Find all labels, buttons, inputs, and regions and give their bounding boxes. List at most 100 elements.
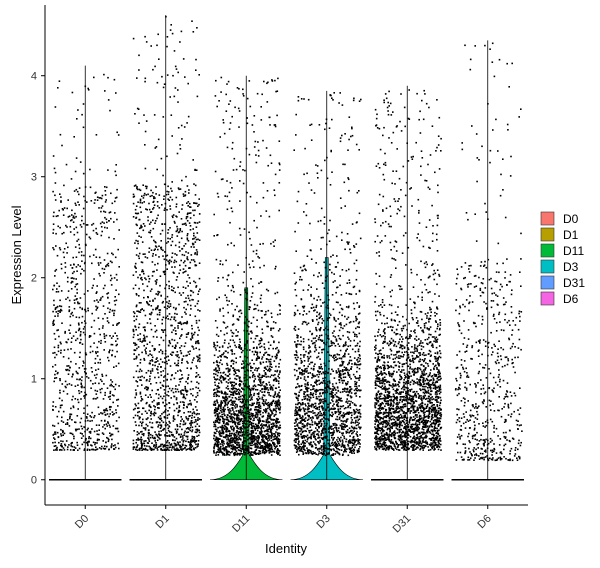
data-point — [230, 425, 232, 428]
data-point — [71, 311, 73, 314]
data-point — [116, 335, 118, 337]
data-point — [160, 248, 163, 251]
data-point — [219, 432, 222, 434]
data-point — [107, 265, 110, 267]
data-point — [231, 416, 234, 418]
data-point — [222, 441, 224, 443]
data-point — [243, 322, 246, 325]
data-point — [89, 335, 92, 337]
data-point — [138, 323, 141, 325]
data-point — [304, 435, 307, 437]
data-point — [100, 342, 102, 344]
data-point — [223, 421, 225, 424]
data-point — [279, 411, 281, 414]
data-point — [87, 427, 89, 430]
data-point — [197, 356, 199, 359]
data-point — [264, 443, 267, 446]
data-point — [196, 202, 198, 205]
data-point — [153, 349, 156, 352]
data-point — [184, 423, 186, 426]
data-point — [222, 454, 224, 456]
data-point — [242, 399, 244, 401]
data-point — [244, 437, 247, 439]
data-point — [252, 250, 255, 253]
data-point — [249, 404, 251, 406]
data-point — [187, 201, 190, 203]
data-point — [134, 421, 137, 423]
data-point — [266, 82, 268, 85]
data-point — [278, 140, 281, 142]
data-point — [256, 440, 258, 442]
data-point — [103, 335, 106, 337]
data-point — [94, 199, 96, 201]
data-point — [322, 389, 324, 391]
data-point — [238, 110, 241, 112]
data-point — [275, 90, 277, 93]
data-point — [213, 361, 215, 364]
data-point — [81, 315, 84, 318]
data-point — [256, 425, 259, 428]
data-point — [59, 299, 61, 302]
data-point — [192, 394, 194, 397]
data-point — [294, 438, 296, 440]
data-point — [254, 378, 257, 380]
data-point — [185, 354, 187, 357]
data-point — [231, 284, 234, 287]
data-point — [230, 447, 232, 450]
data-point — [104, 194, 107, 196]
data-point — [232, 400, 235, 403]
data-point — [242, 411, 244, 414]
data-point — [184, 397, 187, 400]
data-point — [342, 412, 345, 414]
data-point — [62, 431, 64, 434]
data-point — [174, 444, 177, 447]
data-point — [224, 355, 226, 358]
data-point — [146, 335, 148, 338]
data-point — [138, 69, 140, 71]
data-point — [226, 375, 229, 377]
data-point — [158, 314, 161, 316]
data-point — [270, 358, 272, 361]
data-point — [156, 269, 158, 271]
data-point — [191, 412, 194, 415]
data-point — [188, 448, 190, 450]
data-point — [163, 306, 166, 308]
data-point — [239, 345, 241, 347]
data-point — [82, 172, 85, 175]
data-point — [77, 401, 80, 404]
data-point — [65, 368, 67, 371]
data-point — [258, 392, 260, 394]
data-point — [141, 195, 143, 197]
data-point — [232, 332, 235, 335]
data-point — [242, 93, 244, 95]
data-point — [115, 420, 118, 422]
data-point — [250, 453, 253, 456]
data-point — [53, 167, 56, 170]
data-point — [151, 389, 153, 392]
data-point — [251, 427, 253, 430]
data-point — [323, 329, 325, 331]
data-point — [250, 278, 252, 280]
data-point — [266, 433, 269, 435]
data-point — [231, 432, 233, 435]
data-point — [241, 398, 244, 400]
data-point — [79, 224, 82, 226]
data-point — [182, 437, 184, 439]
data-point — [266, 437, 268, 440]
data-point — [317, 323, 319, 326]
data-point — [193, 412, 196, 415]
data-point — [176, 228, 179, 230]
data-point — [242, 182, 245, 185]
data-point — [336, 353, 339, 356]
data-point — [109, 432, 111, 434]
data-point — [144, 410, 147, 413]
data-point — [250, 423, 253, 426]
data-point — [356, 344, 358, 347]
data-point — [351, 444, 354, 447]
data-point — [194, 305, 197, 307]
data-point — [311, 453, 314, 455]
data-point — [196, 95, 199, 98]
data-point — [107, 76, 109, 79]
data-point — [253, 437, 256, 439]
data-point — [149, 195, 152, 198]
